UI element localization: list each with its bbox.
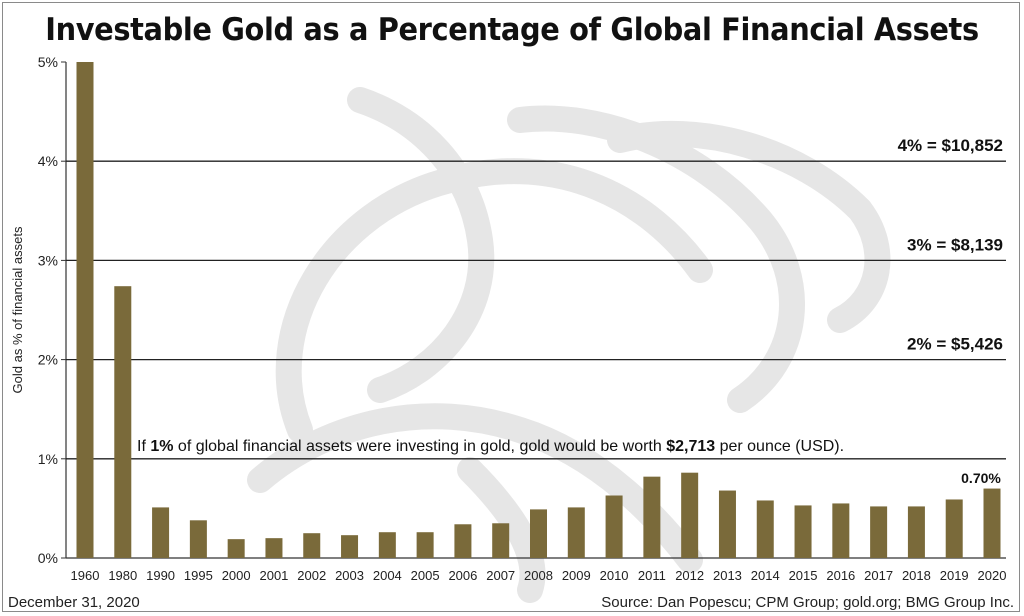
watermark-logo [247,87,891,603]
x-tick-label: 2013 [713,568,742,583]
y-tick-label: 0% [38,550,58,566]
bar [114,286,132,558]
y-tick-label: 5% [38,54,58,70]
note-middle: of global financial assets were investin… [173,438,666,455]
chart-gridlines [66,160,1006,460]
chart-x-labels: 1960 1980 1990 1995 2000 2001 2002 2003 2004 2005… [71,568,1007,583]
chart-bars [76,62,1001,558]
chart-title: Investable Gold as a Percentage of Globa… [45,12,979,48]
x-tick-label: 1980 [108,568,137,583]
chart-y-labels: 0% 1% 2% 3% 4% 5% [38,54,66,566]
bar [643,476,661,558]
x-tick-label: 2009 [562,568,591,583]
x-tick-label: 2017 [864,568,893,583]
x-tick-label: 2006 [448,568,477,583]
x-tick-label: 2016 [826,568,855,583]
y-axis-label: Gold as % of financial assets [10,226,25,393]
footer-date: December 31, 2020 [8,594,140,611]
reference-line-label: 4% = $10,852 [898,136,1003,155]
reference-line-label: 3% = $8,139 [907,235,1003,254]
bar [341,535,359,558]
bar [794,505,812,558]
x-tick-label: 2005 [411,568,440,583]
x-tick-label: 2002 [297,568,326,583]
bar [227,539,245,558]
bar [530,509,547,558]
x-tick-label: 2008 [524,568,553,583]
footer-source: Source: Dan Popescu; CPM Group; gold.org… [601,594,1014,611]
bar [492,523,510,558]
note-bold-2: $2,713 [666,438,715,455]
x-tick-label: 2020 [978,568,1007,583]
reference-line-label: 2% = $5,426 [907,335,1003,354]
bar [265,538,283,558]
bar [907,506,925,558]
x-tick-label: 2012 [675,568,704,583]
y-tick-label: 3% [38,252,58,268]
y-tick-label: 1% [38,451,58,467]
bar [152,507,170,558]
bar [605,495,623,558]
bar [303,533,321,558]
bar [681,472,699,558]
bar [945,499,963,558]
bar [832,503,850,558]
bar [454,524,472,558]
bar [378,532,396,558]
bar [76,62,94,558]
bar [870,506,888,558]
x-tick-label: 2018 [902,568,931,583]
y-tick-label: 2% [38,352,58,368]
x-tick-label: 2015 [789,568,818,583]
x-tick-label: 2004 [373,568,402,583]
last-value-label: 0.70% [961,470,1001,486]
x-tick-label: 1990 [146,568,175,583]
x-tick-label: 2000 [222,568,251,583]
x-tick-label: 2010 [600,568,629,583]
x-tick-label: 2019 [940,568,969,583]
bar [756,500,774,558]
x-tick-label: 1995 [184,568,213,583]
y-tick-label: 4% [38,153,58,169]
reference-line-labels: 4% = $10,852 3% = $8,139 2% = $5,426 [898,136,1003,353]
bar [189,520,207,558]
x-tick-label: 2001 [259,568,288,583]
note-bold-1: 1% [150,438,173,455]
bar [983,488,1001,558]
x-tick-label: 2003 [335,568,364,583]
x-tick-label: 1960 [71,568,100,583]
x-tick-label: 2007 [486,568,515,583]
x-tick-label: 2014 [751,568,780,583]
note-prefix: If [137,438,150,455]
bar [416,532,434,558]
bar [718,490,736,558]
x-tick-label: 2011 [638,568,666,583]
annotation-note: If 1% of global financial assets were in… [137,438,844,455]
bar [567,507,585,558]
note-suffix: per ounce (USD). [715,438,844,455]
